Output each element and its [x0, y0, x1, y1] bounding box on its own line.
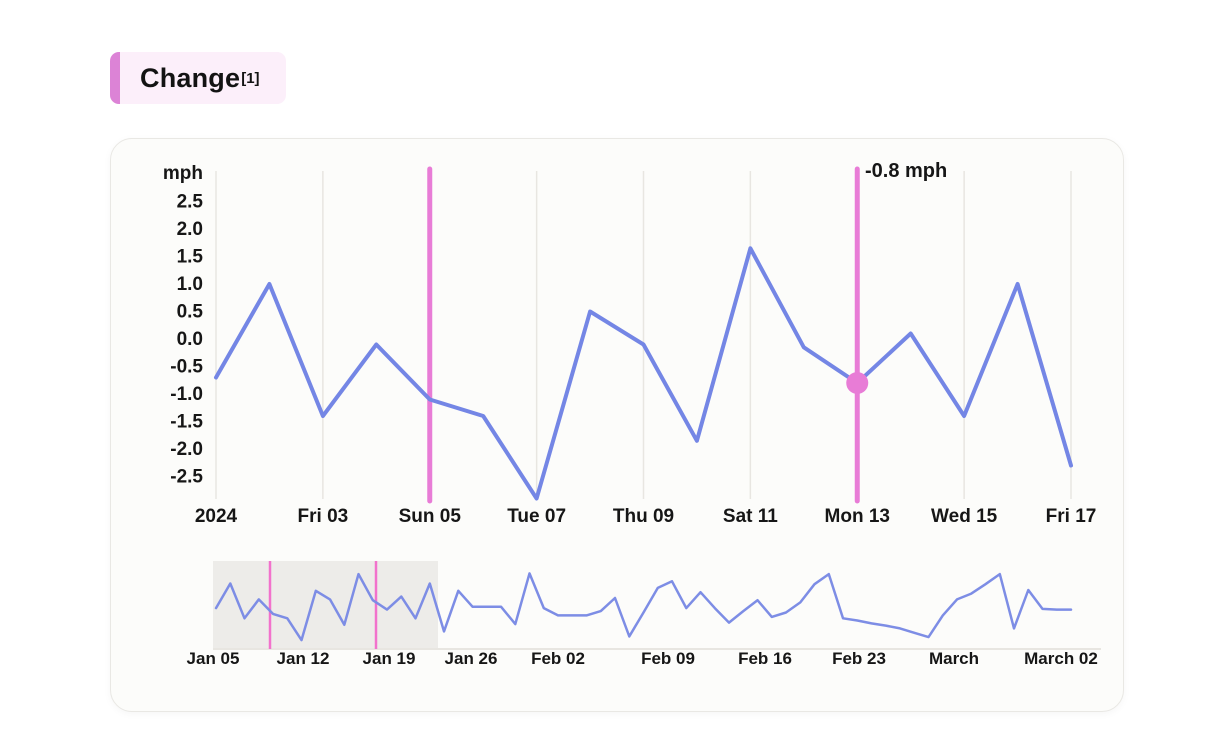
overview-x-tick-label: Jan 12 [277, 649, 330, 668]
series-title-chip[interactable]: Change [1] [110, 52, 286, 104]
y-tick-label: 0.5 [177, 302, 204, 323]
tooltip-value: -0.8 mph [865, 160, 947, 182]
chart-card: Jan 05 Jan 12 Jan 19 Jan 26 Feb 02 Feb 09 Feb … [110, 138, 1124, 712]
title-accent-bar [110, 52, 120, 104]
overview-selection-region[interactable] [213, 561, 438, 649]
y-tick-label: 1.5 [177, 247, 204, 268]
y-tick-label: -2.5 [170, 467, 203, 488]
overview-x-tick-label: Feb 23 [832, 649, 886, 668]
y-tick-label: -0.5 [170, 357, 203, 378]
x-tick-label: 2024 [195, 506, 238, 527]
x-tick-label: Sat 11 [723, 506, 778, 527]
overview-x-tick-label: Feb 02 [531, 649, 585, 668]
x-tick-label: Mon 13 [825, 506, 890, 527]
x-tick-label: Sun 05 [399, 506, 462, 527]
x-tick-label: Wed 15 [931, 506, 998, 527]
overview-x-tick-label: Jan 19 [363, 649, 416, 668]
overview-x-tick-label: March [929, 649, 979, 668]
y-tick-label: 2.5 [177, 192, 204, 213]
y-tick-label: -1.0 [170, 384, 203, 405]
cursor-dot [846, 372, 869, 394]
overview-x-tick-label: Jan 05 [187, 649, 240, 668]
main-series-line [214, 246, 1073, 501]
title-footnote-marker: [1] [241, 69, 260, 87]
x-tick-label: Fri 03 [298, 506, 349, 527]
x-tick-label: Fri 17 [1046, 506, 1097, 527]
y-tick-label: 1.0 [177, 274, 203, 295]
x-tick-label: Thu 09 [613, 506, 674, 527]
page-title: Change [140, 62, 241, 93]
y-tick-label: 2.0 [177, 219, 203, 240]
overview-x-tick-label: March 02 [1024, 649, 1098, 668]
y-tick-label: -2.0 [170, 439, 203, 460]
overview-x-tick-label: Feb 09 [641, 649, 695, 668]
change-chart[interactable]: Jan 05 Jan 12 Jan 19 Jan 26 Feb 02 Feb 09 Feb … [111, 139, 1123, 711]
x-tick-label: Tue 07 [507, 506, 566, 527]
overview-x-tick-label: Feb 16 [738, 649, 792, 668]
y-axis-unit-label: mph [163, 163, 203, 184]
overview-x-tick-label: Jan 26 [445, 649, 498, 668]
y-tick-label: -1.5 [170, 412, 203, 433]
overview-series-line [214, 572, 1073, 642]
y-tick-label: 0.0 [177, 329, 203, 350]
